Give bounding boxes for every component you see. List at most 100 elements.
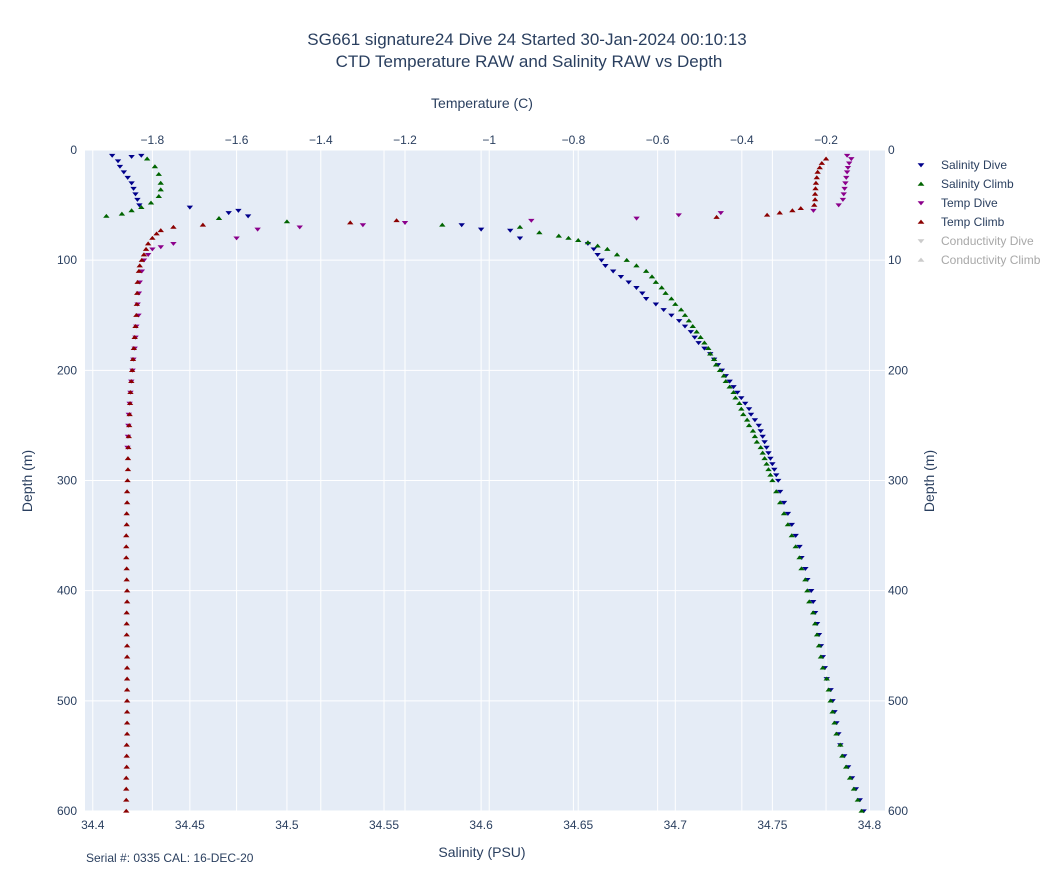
data-point xyxy=(123,621,130,626)
data-point xyxy=(769,478,776,483)
data-point xyxy=(814,169,821,174)
data-point xyxy=(846,775,854,780)
data-point xyxy=(842,764,850,769)
data-point xyxy=(844,165,852,170)
x-bottom-tick-label: 34.45 xyxy=(175,818,205,832)
data-point xyxy=(114,159,122,164)
legend-label: Salinity Climb xyxy=(941,177,1014,191)
data-point xyxy=(701,340,708,345)
data-point xyxy=(827,698,834,703)
data-point xyxy=(128,368,136,373)
data-point xyxy=(763,212,771,217)
data-point xyxy=(771,467,778,472)
legend-item-temp-climb[interactable]: Temp Climb xyxy=(917,215,1005,229)
data-point xyxy=(788,533,795,538)
legend-item-conductivity-dive[interactable]: Conductivity Dive xyxy=(917,234,1034,248)
data-point xyxy=(825,687,832,692)
x-top-tick-label: −1.6 xyxy=(225,133,249,147)
legend-item-conductivity-climb[interactable]: Conductivity Climb xyxy=(917,253,1041,267)
data-point xyxy=(123,775,130,780)
data-point xyxy=(837,742,844,747)
data-point xyxy=(840,192,847,197)
data-point xyxy=(717,211,724,216)
data-point xyxy=(138,153,145,158)
data-point xyxy=(759,450,766,455)
legend-item-salinity-dive[interactable]: Salinity Dive xyxy=(917,158,1008,172)
data-point xyxy=(660,308,667,313)
data-point xyxy=(103,213,110,218)
data-point xyxy=(244,214,252,219)
data-point xyxy=(759,434,766,439)
x-top-tick-label: −0.6 xyxy=(646,133,670,147)
data-point xyxy=(767,472,774,477)
data-point xyxy=(780,511,788,516)
data-point xyxy=(722,379,729,384)
axis-ticks: 34.4 34.45 34.5 34.55 34.6 34.65 34.7 34.75 34.8… xyxy=(57,133,908,832)
data-point xyxy=(124,456,132,461)
legend[interactable]: Salinity Dive Salinity Climb Temp Dive Temp… xyxy=(917,158,1041,267)
data-points xyxy=(103,153,867,814)
data-point xyxy=(773,473,780,478)
data-point xyxy=(755,423,762,428)
x-top-axis-title: Temperature (C) xyxy=(431,95,533,111)
data-point xyxy=(144,252,152,257)
y-right-tick-label: 0 xyxy=(888,143,895,157)
data-point xyxy=(780,500,788,505)
data-point xyxy=(134,279,141,284)
data-point xyxy=(812,180,820,185)
data-point xyxy=(738,406,745,411)
data-point xyxy=(761,456,768,461)
data-point xyxy=(812,186,819,191)
data-point xyxy=(507,228,514,233)
data-point xyxy=(745,423,753,428)
data-point xyxy=(831,720,838,725)
x-bottom-tick-label: 34.7 xyxy=(664,818,688,832)
data-point xyxy=(839,753,846,758)
legend-marker-icon xyxy=(917,239,925,244)
legend-label: Conductivity Dive xyxy=(941,234,1034,248)
data-point xyxy=(458,223,465,228)
data-point xyxy=(806,599,813,604)
data-point xyxy=(695,341,702,346)
x-bottom-tick-label: 34.6 xyxy=(469,818,493,832)
data-point xyxy=(784,522,792,527)
data-point xyxy=(767,456,774,461)
legend-marker-icon xyxy=(917,181,925,186)
data-point xyxy=(128,154,135,159)
x-top-tick-label: −0.2 xyxy=(814,133,838,147)
data-point xyxy=(850,786,858,791)
legend-label: Temp Dive xyxy=(941,196,998,210)
data-point xyxy=(123,786,130,791)
data-point xyxy=(123,698,131,703)
data-point xyxy=(751,434,759,439)
data-point xyxy=(681,312,689,317)
legend-item-temp-dive[interactable]: Temp Dive xyxy=(917,196,998,210)
data-point xyxy=(765,467,772,472)
data-point xyxy=(796,555,803,560)
data-point xyxy=(652,302,660,307)
data-point xyxy=(136,263,143,268)
data-point xyxy=(126,401,134,406)
data-point xyxy=(575,238,582,243)
data-point xyxy=(123,720,131,725)
data-point xyxy=(120,170,128,175)
series-salinity-dive xyxy=(108,153,867,814)
data-point xyxy=(625,280,632,285)
data-point xyxy=(393,218,400,223)
legend-item-salinity-climb[interactable]: Salinity Climb xyxy=(917,177,1014,191)
data-point xyxy=(123,797,130,802)
data-point xyxy=(822,156,830,161)
data-point xyxy=(123,577,130,582)
x-bottom-tick-label: 34.8 xyxy=(858,818,882,832)
data-point xyxy=(818,160,826,165)
data-point xyxy=(753,439,761,444)
x-top-tick-label: −1 xyxy=(482,133,496,147)
data-point xyxy=(642,297,650,302)
data-point xyxy=(157,245,164,250)
data-point xyxy=(153,231,160,236)
data-point xyxy=(140,252,148,257)
data-point xyxy=(128,181,135,186)
data-point xyxy=(648,274,656,279)
data-point xyxy=(761,440,768,445)
data-point xyxy=(235,208,242,213)
